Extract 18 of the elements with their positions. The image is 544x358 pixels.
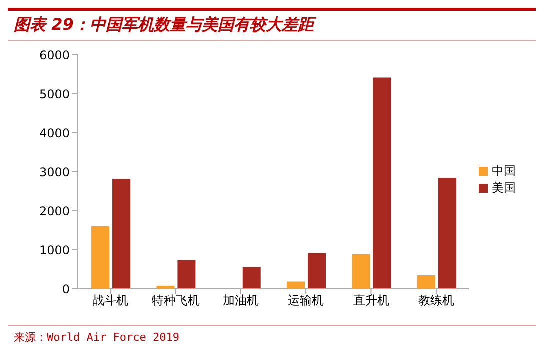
y-tick-label: 4000 (39, 126, 70, 140)
x-tick-label: 教练机 (418, 294, 454, 308)
y-tick-label: 3000 (39, 165, 70, 180)
y-tick-label: 1000 (39, 243, 70, 258)
x-tick-label: 直升机 (353, 294, 390, 308)
y-tick-label: 6000 (39, 48, 70, 62)
x-tick-label: 运输机 (288, 294, 324, 308)
legend-label: 中国 (492, 164, 516, 178)
source-note: 来源：World Air Force 2019 (14, 330, 180, 345)
x-tick-label: 特种飞机 (152, 294, 200, 308)
y-tick-label: 0 (62, 282, 70, 296)
chart-title: 图表 29：中国军机数量与美国有较大差距 (8, 8, 536, 41)
bar (242, 266, 262, 289)
y-tick-label: 5000 (39, 87, 70, 102)
x-tick-label: 战斗机 (92, 294, 129, 308)
x-tick-label: 加油机 (222, 294, 259, 308)
y-tick-label: 2000 (39, 204, 70, 218)
legend-label: 美国 (492, 181, 516, 195)
